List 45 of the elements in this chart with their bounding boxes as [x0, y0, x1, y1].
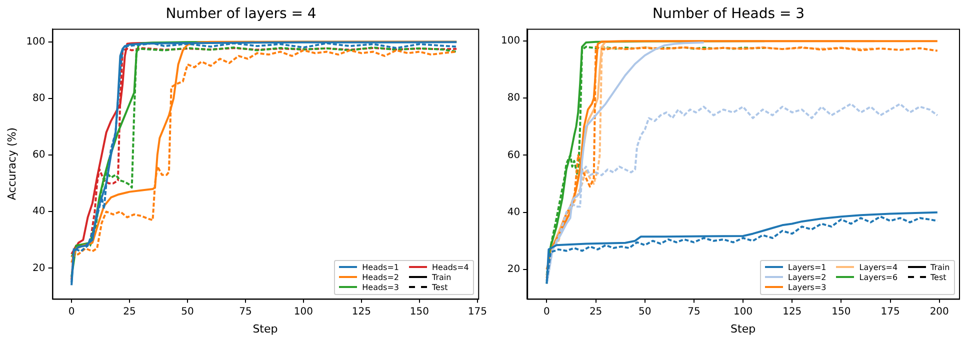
x-tick-label: 175 — [468, 306, 487, 318]
legend-label: Layers=6 — [859, 272, 898, 282]
x-tick-label: 175 — [880, 306, 900, 318]
x-tick-label: 0 — [544, 306, 550, 318]
y-tick-label: 80 — [507, 92, 520, 104]
x-tick-label: 75 — [688, 306, 700, 318]
legend-label: Test — [432, 282, 448, 292]
legend-label: Train — [432, 272, 452, 282]
legend-label: Layers=3 — [788, 282, 826, 292]
y-tick-label: 100 — [500, 36, 520, 47]
legend-label: Test — [930, 272, 946, 282]
y-tick-label: 40 — [507, 206, 520, 218]
x-tick-label: 200 — [930, 306, 949, 318]
legend-label: Heads=2 — [362, 272, 400, 282]
y-tick-label: 60 — [32, 150, 46, 161]
x-tick-label: 0 — [68, 306, 75, 318]
legend-label: Train — [930, 262, 950, 272]
legend-label: Layers=2 — [788, 272, 826, 282]
legend-label: Heads=4 — [432, 262, 469, 272]
x-axis-title: Step — [252, 322, 278, 336]
x-tick-label: 25 — [589, 306, 602, 318]
x-tick-label: 50 — [181, 306, 194, 318]
y-axis-title: Accuracy (%) — [5, 127, 18, 200]
y-tick-label: 80 — [32, 93, 46, 104]
y-tick-label: 60 — [507, 150, 520, 161]
x-tick-label: 125 — [782, 306, 802, 318]
y-tick-label: 20 — [507, 264, 520, 275]
x-tick-label: 125 — [352, 306, 372, 318]
y-tick-label: 20 — [32, 262, 46, 274]
x-tick-label: 25 — [123, 306, 136, 318]
x-tick-label: 75 — [239, 306, 252, 318]
x-tick-label: 100 — [294, 306, 314, 318]
legend-label: Heads=1 — [362, 262, 400, 272]
x-tick-label: 150 — [410, 306, 429, 318]
legend-label: Heads=3 — [362, 282, 400, 292]
legend-label: Layers=4 — [859, 262, 898, 272]
legend-label: Layers=1 — [788, 262, 826, 272]
x-tick-label: 100 — [733, 306, 753, 318]
y-tick-label: 100 — [26, 36, 46, 48]
x-tick-label: 150 — [832, 306, 851, 318]
x-axis-title: Step — [730, 322, 756, 336]
y-tick-label: 40 — [32, 206, 46, 218]
chart-title: Number of Heads = 3 — [652, 6, 805, 22]
chart-title: Number of layers = 4 — [166, 6, 316, 22]
x-tick-label: 50 — [638, 306, 652, 318]
